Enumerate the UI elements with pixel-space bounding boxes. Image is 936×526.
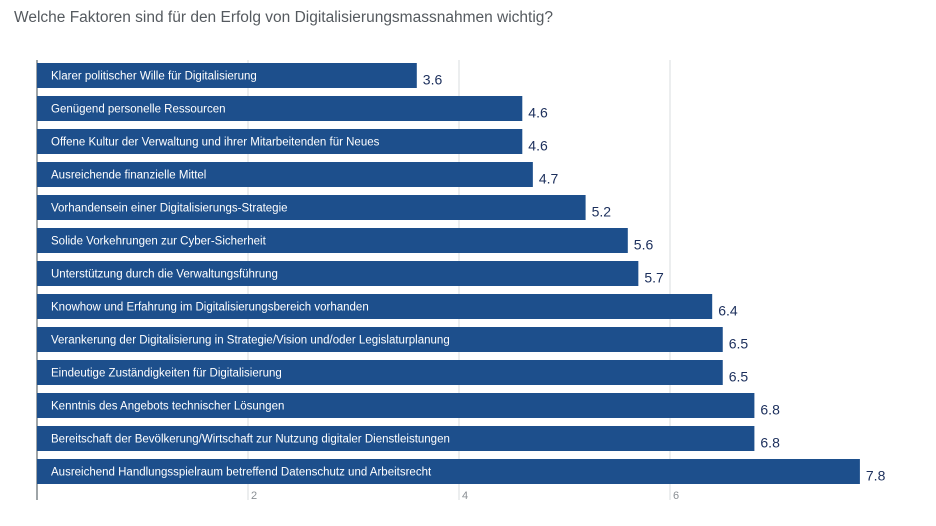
bar-value-label: 6.4: [718, 303, 738, 319]
bar-value-label: 6.8: [760, 402, 780, 418]
bar-category-label: Eindeutige Zuständigkeiten für Digitalis…: [51, 368, 282, 380]
bar-category-label: Ausreichend Handlungsspielraum betreffen…: [51, 467, 432, 479]
bar: [37, 360, 723, 385]
bar-value-label: 4.7: [539, 171, 559, 187]
bar: [37, 63, 417, 88]
bar-category-label: Unterstützung durch die Verwaltungsführu…: [51, 269, 278, 281]
bar-category-label: Knowhow und Erfahrung im Digitalisierung…: [51, 302, 369, 314]
bar-value-label: 7.8: [866, 468, 886, 484]
bar: [37, 129, 523, 154]
bar-category-label: Genügend personelle Ressourcen: [51, 104, 226, 116]
bar: [37, 96, 523, 121]
x-tick-label: 6: [673, 490, 679, 502]
bar-category-label: Solide Vorkehrungen zur Cyber-Sicherheit: [51, 236, 267, 248]
bar: [37, 162, 533, 187]
bar: [37, 327, 723, 352]
bar-category-label: Klarer politischer Wille für Digitalisie…: [51, 71, 257, 83]
bar-value-label: 6.5: [729, 336, 749, 352]
x-tick-label: 4: [462, 490, 468, 502]
bar: [37, 195, 586, 220]
bar-value-label: 3.6: [423, 72, 443, 88]
bar-value-label: 4.6: [528, 138, 548, 154]
bar: [37, 294, 713, 319]
bar-value-label: 6.8: [760, 435, 780, 451]
bar: [37, 261, 639, 286]
bar: [37, 393, 755, 418]
bar-category-label: Ausreichende finanzielle Mittel: [51, 170, 206, 182]
bar-value-label: 5.2: [592, 204, 612, 220]
bar-category-label: Bereitschaft der Bevölkerung/Wirtschaft …: [51, 434, 450, 446]
bar: [37, 459, 860, 484]
bar-value-label: 5.7: [644, 270, 664, 286]
bar-value-label: 4.6: [528, 105, 548, 121]
bar-value-label: 6.5: [729, 369, 749, 385]
chart-title: Welche Faktoren sind für den Erfolg von …: [14, 9, 554, 26]
bar-category-label: Kenntnis des Angebots technischer Lösung…: [51, 401, 284, 413]
bar-value-label: 5.6: [634, 237, 654, 253]
bar: [37, 228, 628, 253]
x-tick-label: 2: [251, 490, 257, 502]
bar-category-label: Offene Kultur der Verwaltung und ihrer M…: [51, 137, 380, 149]
bar: [37, 426, 755, 451]
bar-category-label: Verankerung der Digitalisierung in Strat…: [51, 335, 450, 347]
bar-category-label: Vorhandensein einer Digitalisierungs-Str…: [51, 203, 288, 215]
